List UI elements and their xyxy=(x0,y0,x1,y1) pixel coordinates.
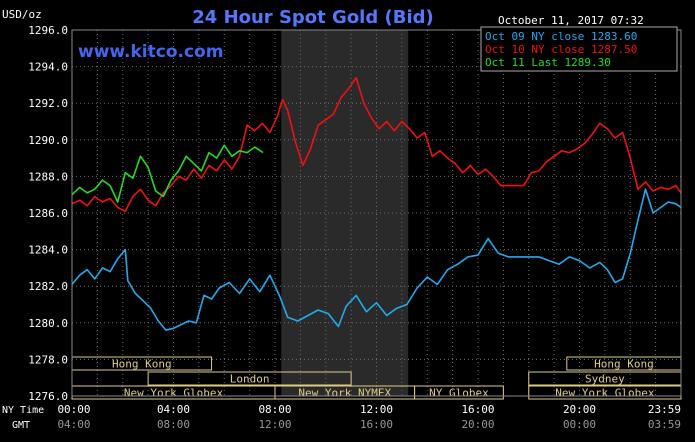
y-tick-label: 1294.0 xyxy=(28,61,68,74)
watermark: www.kitco.com xyxy=(78,42,223,62)
x-tick-label-ny: 16:00 xyxy=(461,403,494,416)
market-session-label: NY Globex xyxy=(429,387,489,400)
x-tick-label-ny: 00:00 xyxy=(57,403,90,416)
market-session-label: New York Globex xyxy=(124,387,224,400)
series-line-oct-10 xyxy=(71,76,682,212)
x-tick-label-gmt: 04:00 xyxy=(57,418,90,431)
x-tick-label-ny: 12:00 xyxy=(360,403,393,416)
market-session-label: London xyxy=(230,373,270,386)
unit-label: USD/oz xyxy=(2,8,42,21)
market-session-label: New York Globex xyxy=(555,387,655,400)
series-line-oct-09 xyxy=(71,188,682,331)
gridlines xyxy=(72,29,681,397)
x-tick-label-gmt: 03:59 xyxy=(648,418,681,431)
y-tick-label: 1276.0 xyxy=(28,390,68,403)
legend-box xyxy=(480,26,678,72)
y-tick-label: 1292.0 xyxy=(28,97,68,110)
x-tick-label-gmt: 00:00 xyxy=(563,418,596,431)
y-tick-label: 1286.0 xyxy=(28,207,68,220)
series-lines xyxy=(71,76,682,331)
x-axis-label-gmt: GMT xyxy=(12,420,30,431)
y-tick-label: 1284.0 xyxy=(28,244,68,257)
x-tick-label-gmt: 20:00 xyxy=(461,418,494,431)
x-axis-label-ny: NY Time xyxy=(2,405,44,416)
y-tick-label: 1282.0 xyxy=(28,280,68,293)
legend-entry: Oct 09 NY close 1283.60 xyxy=(485,30,637,43)
legend-entry: Oct 11 Last 1289.30 xyxy=(485,56,611,69)
plot-frame xyxy=(71,29,682,397)
chart-title: 24 Hour Spot Gold (Bid) xyxy=(192,7,433,28)
x-tick-label-ny: 04:00 xyxy=(157,403,190,416)
x-tick-label-gmt: 08:00 xyxy=(157,418,190,431)
market-session-label: Hong Kong xyxy=(594,358,654,371)
market-session-box xyxy=(147,371,352,386)
chart-date: October 11, 2017 07:32 xyxy=(498,14,644,27)
y-tick-label: 1296.0 xyxy=(28,24,68,37)
y-tick-label: 1280.0 xyxy=(28,317,68,330)
x-tick-label-gmt: 12:00 xyxy=(258,418,291,431)
x-axis-ticks: 00:00 04:00 04:00 08:00 08:00 12:00 12:00 16:00… xyxy=(57,403,681,431)
market-session-label: Sydney xyxy=(585,373,625,386)
y-tick-label: 1290.0 xyxy=(28,134,68,147)
y-axis-ticks: 1276.0 1278.0 1280.0 1282.0 1284.0 1286.0 1288… xyxy=(28,24,68,403)
market-session-box xyxy=(414,385,504,400)
market-session-label: Hong Kong xyxy=(112,358,172,371)
series-line-oct-11 xyxy=(71,144,264,203)
legend-entry: Oct 10 NY close 1287.50 xyxy=(485,43,637,56)
market-session-label: New York NYMEX xyxy=(298,387,391,400)
x-tick-label-ny: 08:00 xyxy=(258,403,291,416)
x-tick-label-ny: 23:59 xyxy=(648,403,681,416)
y-tick-label: 1278.0 xyxy=(28,353,68,366)
y-tick-label: 1288.0 xyxy=(28,170,68,183)
x-tick-label-ny: 20:00 xyxy=(563,403,596,416)
x-tick-label-gmt: 16:00 xyxy=(360,418,393,431)
